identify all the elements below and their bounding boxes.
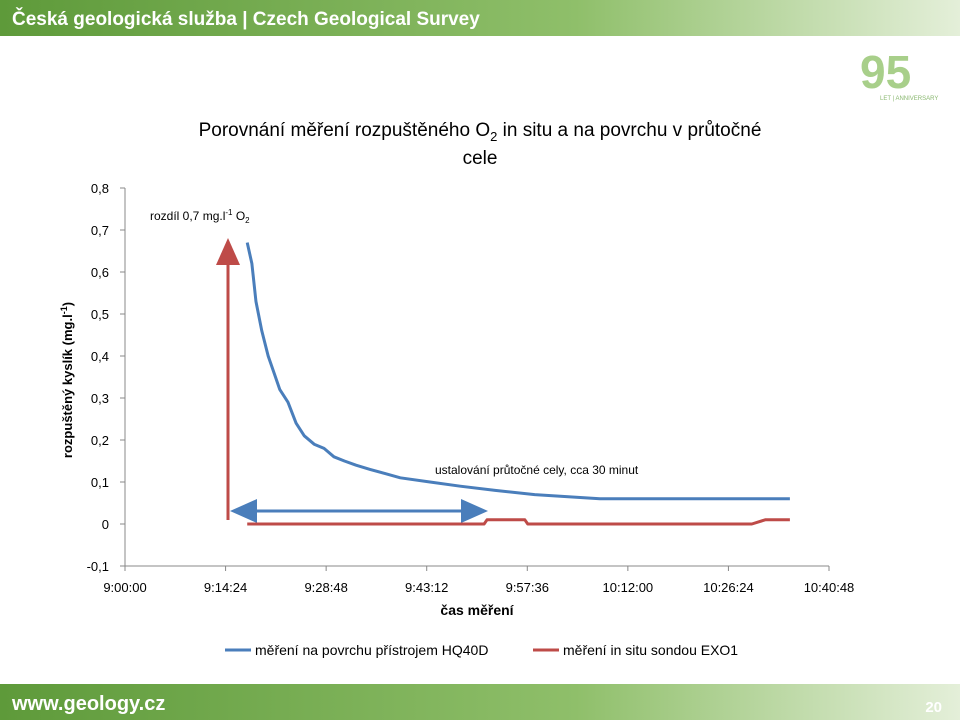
y-tick-label: 0 xyxy=(102,517,109,532)
x-tick-label: 10:26:24 xyxy=(703,580,754,595)
x-tick-label: 10:12:00 xyxy=(603,580,654,595)
anniversary-text: LET | ANNIVERSARY xyxy=(880,96,938,102)
y-axis-label: rozpuštěný kyslík (mg.l-1) xyxy=(59,302,75,458)
x-tick-label: 10:40:48 xyxy=(804,580,855,595)
chart-title: Porovnání měření rozpuštěného O2 in situ… xyxy=(199,120,762,144)
footer-bar xyxy=(0,684,960,720)
y-tick-label: 0,8 xyxy=(91,181,109,196)
x-tick-label: 9:57:36 xyxy=(506,580,549,595)
y-tick-label: 0,4 xyxy=(91,349,109,364)
header-text: Česká geologická služba | Czech Geologic… xyxy=(12,8,480,30)
x-axis-label: čas měření xyxy=(440,602,514,618)
page-number: 20 xyxy=(925,699,942,716)
y-tick-label: 0,5 xyxy=(91,307,109,322)
chart-title: cele xyxy=(463,148,498,169)
annotation: rozdíl 0,7 mg.l-1 O2 xyxy=(150,208,250,225)
legend-label: měření na povrchu přístrojem HQ40D xyxy=(255,642,488,658)
x-tick-label: 9:43:12 xyxy=(405,580,448,595)
x-tick-label: 9:28:48 xyxy=(304,580,347,595)
y-tick-label: 0,2 xyxy=(91,433,109,448)
anniversary-number: 95 xyxy=(860,46,911,98)
y-tick-label: 0,1 xyxy=(91,475,109,490)
header-bar xyxy=(0,0,960,36)
annotation: ustalování průtočné cely, cca 30 minut xyxy=(435,463,639,477)
y-tick-label: 0,6 xyxy=(91,265,109,280)
x-tick-label: 9:14:24 xyxy=(204,580,247,595)
data-line xyxy=(247,518,790,526)
footer-text: www.geology.cz xyxy=(11,693,165,715)
y-tick-label: 0,3 xyxy=(91,391,109,406)
x-tick-label: 9:00:00 xyxy=(103,580,146,595)
y-tick-label: -0,1 xyxy=(87,559,109,574)
data-line xyxy=(245,242,790,501)
legend-label: měření in situ sondou EXO1 xyxy=(563,642,738,658)
y-tick-label: 0,7 xyxy=(91,223,109,238)
